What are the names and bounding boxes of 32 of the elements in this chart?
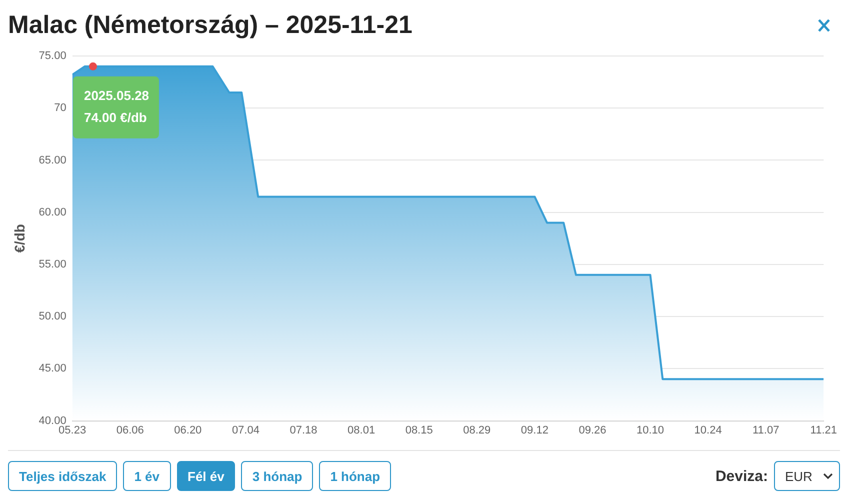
y-tick-label: 60.00 <box>38 206 66 218</box>
y-tick-label: 40.00 <box>38 414 66 427</box>
text: 1 év <box>123 461 170 491</box>
y-tick-label: 70 <box>54 102 66 114</box>
y-tick-label: 50.00 <box>38 310 66 323</box>
annotation: 2025.05.28 74.00 €/db <box>84 88 150 125</box>
text: Deviza: <box>715 468 768 484</box>
text: EUR <box>785 468 812 484</box>
chart-title: Malac (Németország) – 2025-11-21 <box>8 10 412 40</box>
y-tick-label: 55.00 <box>38 258 66 270</box>
x-tick-label: 06.06 <box>116 424 144 436</box>
x-tick-label: 10.24 <box>694 424 722 436</box>
x-tick-label: 05.23 <box>58 424 86 436</box>
text: 1 hónap <box>319 461 392 491</box>
x-tick-label: 09.12 <box>520 424 548 436</box>
text: 3 hónap <box>241 461 314 491</box>
text: Teljes időszak <box>8 461 118 491</box>
x-tick-label: 08.01 <box>348 424 376 436</box>
y-tick-label: 65.00 <box>38 154 66 166</box>
x-tick-label: 11.21 <box>810 424 838 436</box>
x-tick-label: 07.18 <box>290 424 318 436</box>
x-tick-label: 08.29 <box>463 424 491 436</box>
x-tick-label: 07.04 <box>232 424 260 436</box>
text: Fél év <box>176 461 236 491</box>
y-tick-label: 45.00 <box>38 362 66 375</box>
x-tick-label: 10.10 <box>636 424 664 436</box>
x-tick-label: 09.26 <box>578 424 606 436</box>
x-tick-label: 11.07 <box>752 424 780 436</box>
y-tick-label: 75.00 <box>38 50 66 62</box>
x-tick-label: 06.20 <box>174 424 202 436</box>
x-tick-label: 08.15 <box>405 424 433 436</box>
y-axis-title: €/db <box>11 224 28 253</box>
